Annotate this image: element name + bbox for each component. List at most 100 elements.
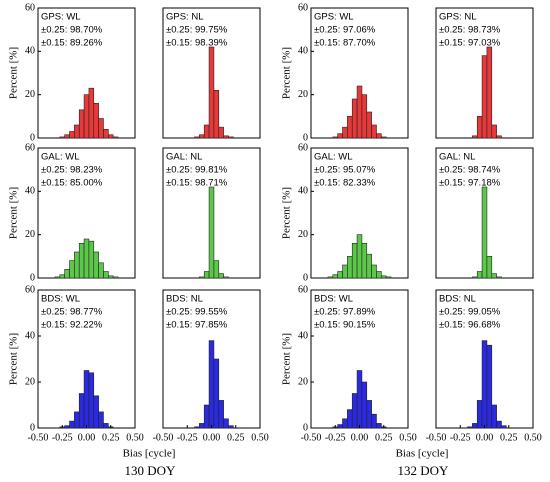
- annotation: ±0.25: 98.23%: [41, 165, 103, 176]
- annotation: ±0.15: 96.68%: [439, 320, 501, 331]
- bar: [501, 425, 507, 429]
- x-tick-label: -0.50: [301, 432, 322, 443]
- annotation: GAL: NL: [439, 152, 475, 163]
- x-tick-label: 0.25: [227, 432, 245, 443]
- annotation: GPS: WL: [41, 12, 81, 23]
- y-tick-label: 60: [25, 142, 35, 153]
- bar: [103, 129, 109, 139]
- bar: [371, 124, 377, 139]
- bar: [88, 372, 95, 429]
- bar: [342, 264, 348, 279]
- annotation: GAL: WL: [41, 152, 80, 163]
- bar: [213, 358, 220, 429]
- x-tick-label: -0.50: [153, 432, 174, 443]
- bar: [98, 118, 104, 139]
- bar: [223, 135, 229, 139]
- x-tick-label: -0.25: [450, 432, 471, 443]
- bar: [371, 264, 377, 279]
- bar: [74, 124, 80, 139]
- bar: [78, 243, 85, 279]
- bar: [366, 253, 372, 279]
- bar: [491, 124, 497, 139]
- y-tick-label: 40: [298, 330, 308, 341]
- bar: [356, 370, 363, 429]
- bar: [228, 136, 234, 139]
- bar: [54, 276, 61, 279]
- y-tick-label: 60: [298, 2, 308, 13]
- bar: [112, 276, 119, 279]
- bar: [496, 276, 502, 279]
- bar: [472, 276, 478, 279]
- bar: [472, 135, 478, 139]
- x-tick-label: 0.00: [351, 432, 369, 443]
- bar: [342, 126, 348, 139]
- y-tick-label: 0: [303, 272, 308, 283]
- bar: [476, 116, 483, 139]
- bar: [103, 423, 109, 429]
- x-tick-label: 0.00: [203, 432, 221, 443]
- y-tick-label: 0: [30, 422, 35, 433]
- x-tick-label: 0.50: [126, 432, 144, 443]
- y-tick-label: 0: [303, 422, 308, 433]
- bar: [69, 260, 75, 279]
- x-tick-label: 0.50: [251, 432, 269, 443]
- bar: [347, 409, 353, 429]
- bar: [361, 381, 368, 429]
- x-axis-label: Bias [cycle]: [123, 448, 176, 460]
- x-tick-label: -0.50: [28, 432, 49, 443]
- annotation: ±0.15: 82.33%: [314, 178, 376, 189]
- annotation: ±0.15: 85.00%: [41, 178, 103, 189]
- annotation: ±0.15: 89.26%: [41, 38, 103, 49]
- annotation: ±0.15: 97.03%: [439, 38, 501, 49]
- x-tick-label: 0.50: [524, 432, 542, 443]
- bar: [199, 423, 205, 429]
- bar: [385, 276, 392, 279]
- bar: [351, 243, 358, 279]
- bar: [69, 420, 75, 429]
- y-tick-label: 60: [298, 284, 308, 295]
- y-tick-label: 20: [298, 229, 308, 240]
- y-tick-label: 20: [25, 229, 35, 240]
- bar: [112, 136, 119, 139]
- y-axis-label: Percent [%]: [8, 187, 20, 239]
- bar: [476, 400, 483, 429]
- annotation: ±0.15: 98.39%: [166, 38, 228, 49]
- bar: [208, 340, 215, 429]
- bar: [194, 136, 200, 139]
- y-tick-label: 40: [25, 186, 35, 197]
- annotation: ±0.15: 90.15%: [314, 320, 376, 331]
- bar: [481, 340, 488, 429]
- annotation: ±0.25: 98.77%: [41, 307, 103, 318]
- bar: [351, 98, 358, 139]
- bar: [83, 94, 90, 139]
- bar: [218, 400, 224, 429]
- y-axis-label: Percent [%]: [8, 47, 20, 99]
- bar: [347, 256, 353, 279]
- bar: [337, 133, 343, 139]
- annotation: BDS: WL: [314, 294, 353, 305]
- y-axis-label: Percent [%]: [8, 333, 20, 385]
- annotation: GPS: WL: [314, 12, 354, 23]
- bar: [64, 269, 70, 279]
- x-tick-label: 0.25: [500, 432, 518, 443]
- y-tick-label: 0: [30, 272, 35, 283]
- bar: [356, 85, 363, 139]
- bar: [347, 116, 353, 139]
- bar: [361, 94, 368, 139]
- y-tick-label: 40: [25, 330, 35, 341]
- y-tick-label: 20: [25, 89, 35, 100]
- bar: [213, 260, 220, 279]
- annotation: ±0.15: 87.70%: [314, 38, 376, 49]
- bar: [93, 395, 99, 429]
- bar: [366, 400, 372, 429]
- caption: 132 DOY: [398, 463, 450, 478]
- bar: [208, 46, 215, 139]
- x-tick-label: -0.50: [426, 432, 447, 443]
- y-tick-label: 20: [298, 89, 308, 100]
- bar: [491, 404, 497, 429]
- bar: [59, 136, 65, 139]
- bar: [381, 136, 387, 139]
- annotation: GAL: WL: [314, 152, 353, 163]
- y-tick-label: 20: [25, 376, 35, 387]
- bar: [381, 275, 387, 279]
